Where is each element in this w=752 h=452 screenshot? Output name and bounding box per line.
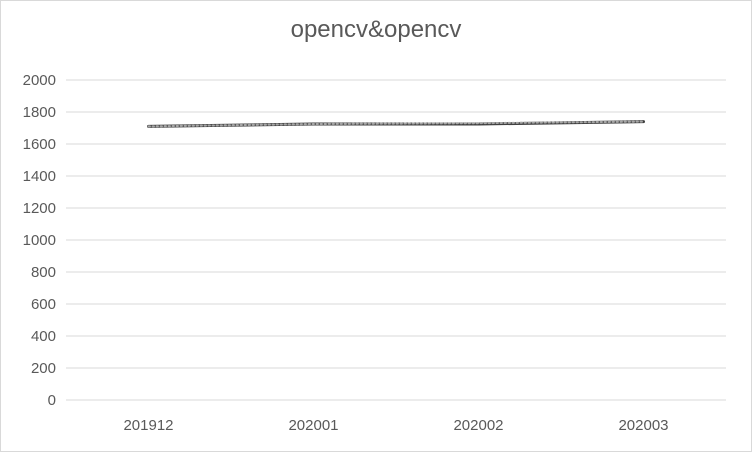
- y-tick-label: 1000: [23, 232, 56, 249]
- x-tick-label: 202002: [453, 417, 503, 434]
- series-lines: [147, 120, 645, 128]
- y-tick-label: 1600: [23, 136, 56, 153]
- x-tick-label: 201912: [123, 417, 173, 434]
- y-tick-label: 0: [48, 392, 56, 409]
- x-axis-ticks: 201912 202001 202002 202003: [123, 417, 668, 434]
- y-tick-label: 600: [31, 296, 56, 313]
- y-tick-label: 1800: [23, 104, 56, 121]
- y-tick-label: 2000: [23, 72, 56, 89]
- x-tick-label: 202003: [618, 417, 668, 434]
- gridlines: [66, 79, 726, 401]
- y-axis-ticks: 0 200 400 600 800 1000 1200 1400 1600 1800 2000: [23, 72, 56, 409]
- x-tick-label: 202001: [288, 417, 338, 434]
- y-tick-label: 1200: [23, 200, 56, 217]
- y-tick-label: 200: [31, 360, 56, 377]
- trend-line: [147, 120, 645, 128]
- y-tick-label: 1400: [23, 168, 56, 185]
- y-tick-label: 400: [31, 328, 56, 345]
- y-tick-label: 800: [31, 264, 56, 281]
- chart-title: opencv&opencv: [290, 16, 462, 43]
